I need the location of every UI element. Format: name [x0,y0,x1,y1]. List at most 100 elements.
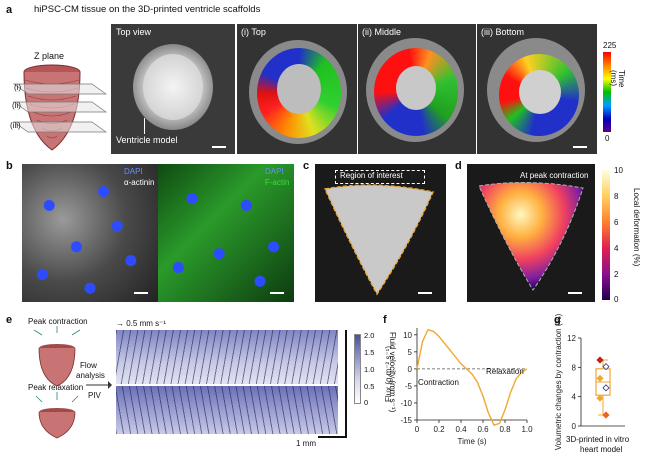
y-tick-label: -5 [405,382,413,391]
scale-bar [568,292,582,294]
data-point [602,411,610,419]
arrow-right-icon [86,381,112,389]
stain-label-actinin: α-actinin [124,178,155,187]
view-label-middle: (ii) Middle [362,27,402,37]
peak-relaxation-label: Peak relaxation [28,383,84,392]
velocity-tick: 0 [364,398,369,407]
velocity-colorbar [354,334,361,404]
x-tick-label: 0.4 [455,425,467,434]
flux-line-chart: -15 -10 -5 0 5 10 0 0.2 0.4 0.6 0.8 1.0 Time (s) Flux… [384,328,533,446]
scale-bar [418,292,432,294]
deformation-tick: 4 [614,244,619,253]
immunostain-alpha-actinin [22,164,158,302]
scale-bar-label: 1 mm [296,439,316,448]
x-tick-label: 1.0 [521,425,533,434]
deformation-tick: 10 [614,166,623,175]
zplane-label: Z plane [34,51,65,61]
stain-label-dapi: DAPI [265,167,284,176]
scale-bar [345,330,347,438]
panel-letter-a: a [6,4,13,16]
y-tick-label: 4 [572,393,577,402]
box-plot-caption: heart model [580,445,623,454]
time-colorbar-max: 225 [603,41,617,50]
activation-map-bottom [477,24,597,154]
view-label-top: (i) Top [241,27,266,37]
activation-map-top [237,24,357,154]
panel-letter-b: b [6,160,13,172]
box-plot-caption: 3D-printed in vitro [566,435,630,444]
deformation-tick: 6 [614,218,619,227]
x-tick-label: 0.2 [433,425,445,434]
data-point [596,356,604,364]
peak-contraction-title: At peak contraction [520,171,589,180]
ventricle-model-label: Ventricle model [116,135,178,145]
velocity-tick: 1.0 [364,365,375,374]
piv-label: PIV [88,391,101,400]
y-tick-label: 0 [408,365,413,374]
scale-bar [270,292,284,294]
contraction-heart-diagram [33,326,81,439]
plane-label-iii: (iii) [10,121,21,130]
deformation-tick: 8 [614,192,619,201]
stain-label-factin: F-actin [265,178,290,187]
volumetric-box-plot: 0 4 8 12 Volumetric changes by contraction (… [554,313,625,450]
roi-label: Region of interest [340,171,403,180]
panel-letter-e: e [6,314,13,326]
velocity-scale-vector: → 0.5 mm s⁻¹ [116,319,167,328]
view-label-bottom: (iii) Bottom [481,27,525,37]
data-point [602,363,610,371]
y-tick-label: 0 [572,422,577,431]
piv-field-contraction [116,330,338,384]
scale-bar [134,292,148,294]
y-axis-label: Volumetric changes by contraction (%) [554,313,563,450]
x-axis-label: Time (s) [457,437,486,446]
contraction-annotation: Contraction [418,378,459,387]
deformation-tick: 0 [614,295,619,304]
data-point [596,394,604,402]
deformation-map [467,164,595,302]
y-tick-label: 8 [572,363,577,372]
plane-label-i: (i) [14,83,22,92]
arrow-up-icon [144,118,145,134]
flow-analysis-label: analysis [76,371,105,380]
peak-contraction-label: Peak contraction [28,317,88,326]
piv-field-relaxation [116,386,338,434]
flux-series-line [416,328,528,426]
activation-map-middle [358,24,476,154]
time-colorbar-label: Time (ms) [609,70,626,88]
panel-letter-g: g [554,314,561,326]
top-view-label: Top view [116,27,152,37]
velocity-tick: 1.5 [364,348,375,357]
panel-letter-c: c [303,160,310,172]
scale-bar [212,146,226,148]
deformation-colorbar-label: Local deformation (%) [632,188,641,267]
top-view-image [111,24,235,154]
plane-label-ii: (ii) [12,101,21,110]
velocity-tick: 2.0 [364,331,375,340]
panel-letter-d: d [455,160,462,172]
y-tick-label: -15 [400,416,412,425]
x-tick-label: 0.8 [499,425,511,434]
y-tick-label: 5 [408,348,413,357]
y-tick-label: 12 [567,334,576,343]
x-tick-label: 0.6 [477,425,489,434]
y-tick-label: 10 [403,331,412,340]
scale-bar [573,146,587,148]
stain-label-dapi: DAPI [124,167,143,176]
panel-a-caption: hiPSC-CM tissue on the 3D-printed ventri… [34,4,261,15]
ventricle-scaffold-diagram [12,64,108,151]
time-colorbar [603,52,611,132]
flow-analysis-label: Flow [80,361,97,370]
deformation-colorbar [602,170,610,300]
immunostain-f-actin [158,164,294,302]
x-tick-label: 0 [415,425,420,434]
y-tick-label: -10 [400,399,412,408]
deformation-tick: 2 [614,270,619,279]
velocity-tick: 0.5 [364,382,375,391]
relaxation-annotation: Relaxation [486,367,524,376]
panel-letter-f: f [383,314,387,326]
roi-image [315,164,446,302]
time-colorbar-min: 0 [605,134,610,143]
scale-bar [318,436,346,438]
data-point [602,384,610,392]
